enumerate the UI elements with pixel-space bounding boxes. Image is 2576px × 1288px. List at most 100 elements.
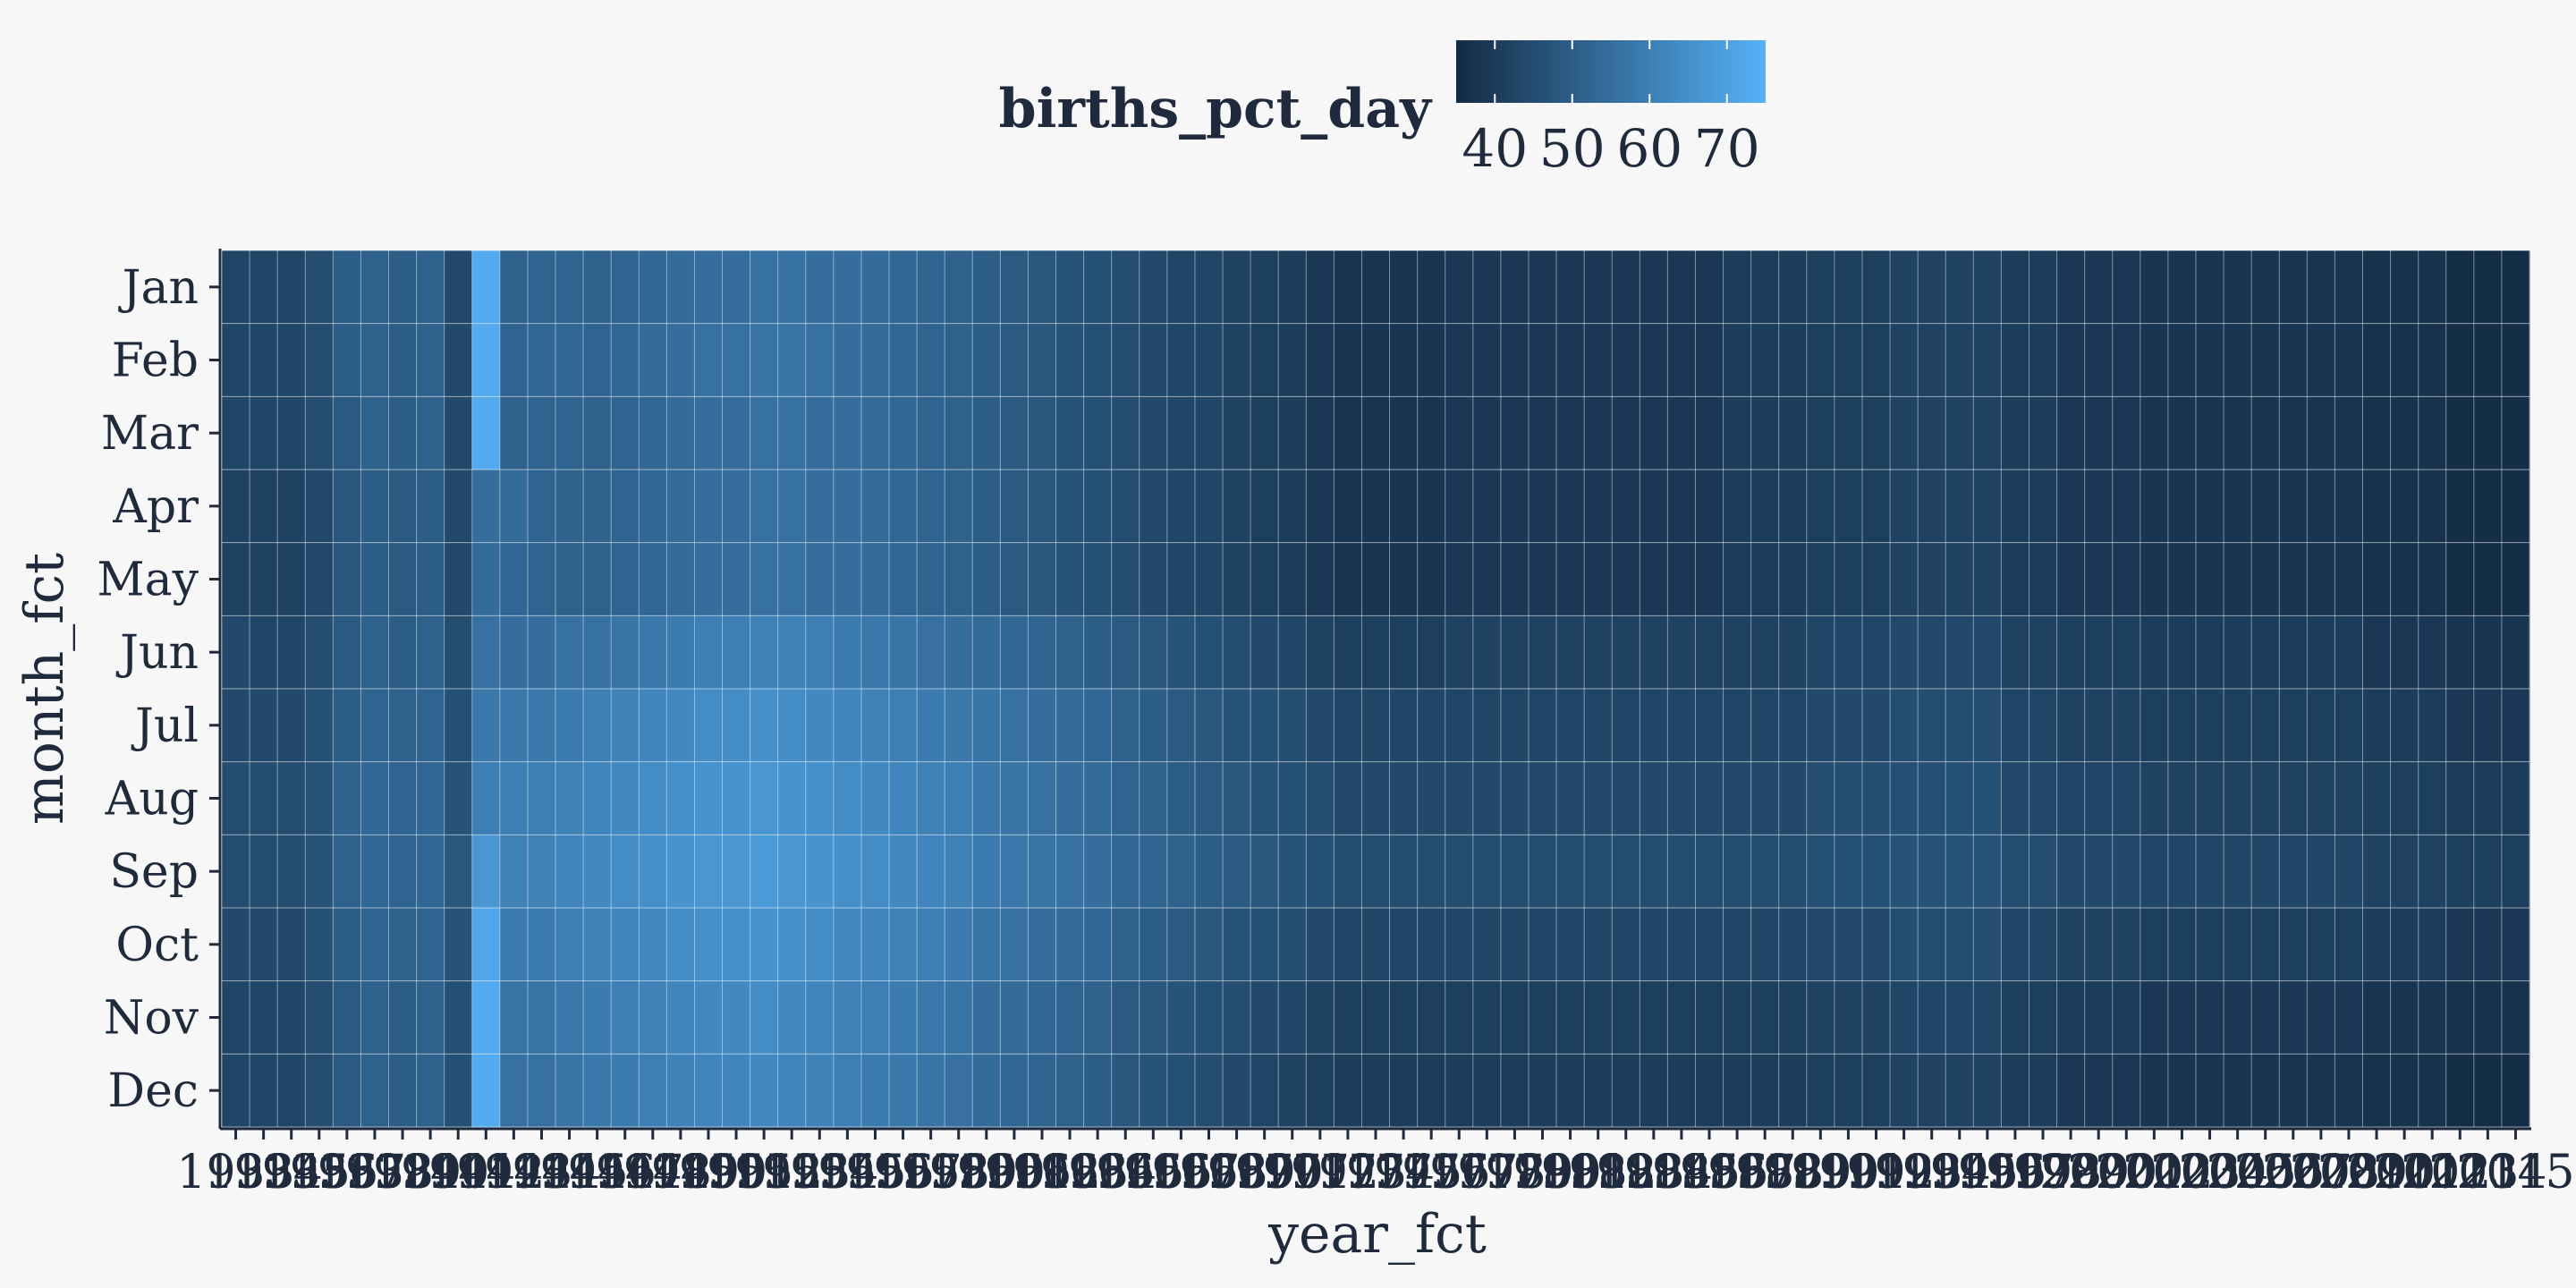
- heatmap-cell: [1640, 323, 1668, 397]
- heatmap-cell: [1417, 980, 1446, 1055]
- heatmap-cell: [611, 470, 640, 544]
- heatmap-cell: [2084, 470, 2114, 544]
- heatmap-cell: [2445, 689, 2475, 763]
- x-tick-label: 1940: [371, 1146, 489, 1199]
- x-tick-label: 2004: [2150, 1146, 2268, 1199]
- heatmap-cell: [722, 470, 751, 544]
- heatmap-cell: [1223, 908, 1251, 982]
- heatmap-cell: [2390, 250, 2419, 325]
- heatmap-cell: [805, 761, 835, 835]
- heatmap-cell: [527, 1054, 556, 1128]
- heatmap-cell: [471, 908, 501, 982]
- x-tick-label: 2013: [2401, 1146, 2519, 1199]
- y-tick-label: Nov: [104, 992, 199, 1046]
- heatmap-cell: [2445, 615, 2475, 690]
- heatmap-cell: [2224, 835, 2252, 909]
- heatmap-cell: [1445, 761, 1474, 835]
- heatmap-cell: [2167, 980, 2197, 1055]
- heatmap-cell: [2279, 396, 2308, 470]
- heatmap-cell: [666, 250, 696, 325]
- heatmap-cell: [1861, 470, 1891, 544]
- heatmap-cell: [1028, 835, 1057, 909]
- heatmap-cell: [1806, 396, 1835, 470]
- heatmap-cell: [305, 835, 334, 909]
- heatmap-cell: [639, 396, 667, 470]
- heatmap-cell: [1695, 980, 1724, 1055]
- heatmap-cell: [250, 542, 278, 616]
- heatmap-cell: [2418, 1054, 2447, 1128]
- heatmap-cell: [1695, 835, 1724, 909]
- heatmap-cell: [2112, 980, 2141, 1055]
- heatmap-cell: [222, 396, 250, 470]
- heatmap-cell: [2307, 323, 2336, 397]
- heatmap-cell: [2418, 323, 2447, 397]
- heatmap-cell: [1945, 980, 1974, 1055]
- x-tick-label: 1942: [427, 1146, 545, 1199]
- x-tick-label: 1960: [928, 1146, 1046, 1199]
- heatmap-cell: [222, 470, 250, 544]
- heatmap-cell: [1640, 835, 1668, 909]
- heatmap-cell: [1890, 835, 1919, 909]
- heatmap-cell: [2307, 615, 2336, 690]
- x-tick-label: 1985: [1623, 1146, 1741, 1199]
- heatmap-cell: [444, 908, 473, 982]
- x-tick-label: 1996: [1928, 1146, 2046, 1199]
- heatmap-cell: [2473, 761, 2503, 835]
- heatmap-cell: [1640, 542, 1668, 616]
- heatmap-cell: [583, 689, 612, 763]
- heatmap-cell: [1250, 323, 1279, 397]
- heatmap-cell: [1139, 761, 1168, 835]
- heatmap-cell: [1472, 396, 1502, 470]
- heatmap-cell: [1723, 1054, 1752, 1128]
- heatmap-cell: [639, 689, 667, 763]
- heatmap-cell: [471, 250, 501, 325]
- heatmap-cell: [2167, 1054, 2197, 1128]
- heatmap-cell: [833, 323, 862, 397]
- heatmap-cell: [917, 980, 945, 1055]
- heatmap-cell: [2224, 396, 2252, 470]
- heatmap-cell: [722, 396, 751, 470]
- heatmap-cell: [527, 689, 556, 763]
- heatmap-cell: [1973, 689, 2002, 763]
- heatmap-cell: [222, 542, 250, 616]
- heatmap-cell: [1334, 761, 1363, 835]
- heatmap-cell: [444, 689, 473, 763]
- heatmap-cell: [2029, 542, 2058, 616]
- x-tick-label: 1989: [1733, 1146, 1852, 1199]
- heatmap-cell: [611, 250, 640, 325]
- heatmap-cell: [1278, 980, 1307, 1055]
- x-tick-label: 1946: [538, 1146, 656, 1199]
- heatmap-cell: [2029, 323, 2058, 397]
- heatmap-cell: [2445, 835, 2475, 909]
- heatmap-cell: [1640, 396, 1668, 470]
- heatmap-cell: [1334, 908, 1363, 982]
- heatmap-cell: [1472, 835, 1502, 909]
- heatmap-cell: [1278, 323, 1307, 397]
- heatmap-cell: [416, 835, 445, 909]
- heatmap-cell: [250, 689, 278, 763]
- x-tick-label: 1949: [622, 1146, 740, 1199]
- heatmap-cell: [722, 980, 751, 1055]
- heatmap-cell: [1445, 542, 1474, 616]
- heatmap-cell: [1334, 470, 1363, 544]
- x-tick-label: 2012: [2373, 1146, 2491, 1199]
- heatmap-cell: [2334, 615, 2364, 690]
- heatmap-cell: [2501, 615, 2530, 690]
- heatmap-cell: [527, 250, 556, 325]
- heatmap-cell: [1695, 761, 1724, 835]
- heatmap-cell: [1723, 835, 1752, 909]
- heatmap-cell: [2390, 835, 2419, 909]
- heatmap-cell: [1000, 470, 1030, 544]
- heatmap-cell: [1806, 689, 1835, 763]
- x-tick-label: 1975: [1344, 1146, 1462, 1199]
- heatmap-cell: [583, 761, 612, 835]
- heatmap-cell: [1139, 980, 1168, 1055]
- heatmap-cell: [2029, 615, 2058, 690]
- heatmap-cell: [1306, 908, 1335, 982]
- heatmap-cell: [499, 250, 529, 325]
- heatmap-cell: [2029, 980, 2058, 1055]
- heatmap-cell: [2112, 542, 2141, 616]
- heatmap-cell: [2390, 615, 2419, 690]
- heatmap-cell: [471, 542, 501, 616]
- heatmap-cell: [2029, 396, 2058, 470]
